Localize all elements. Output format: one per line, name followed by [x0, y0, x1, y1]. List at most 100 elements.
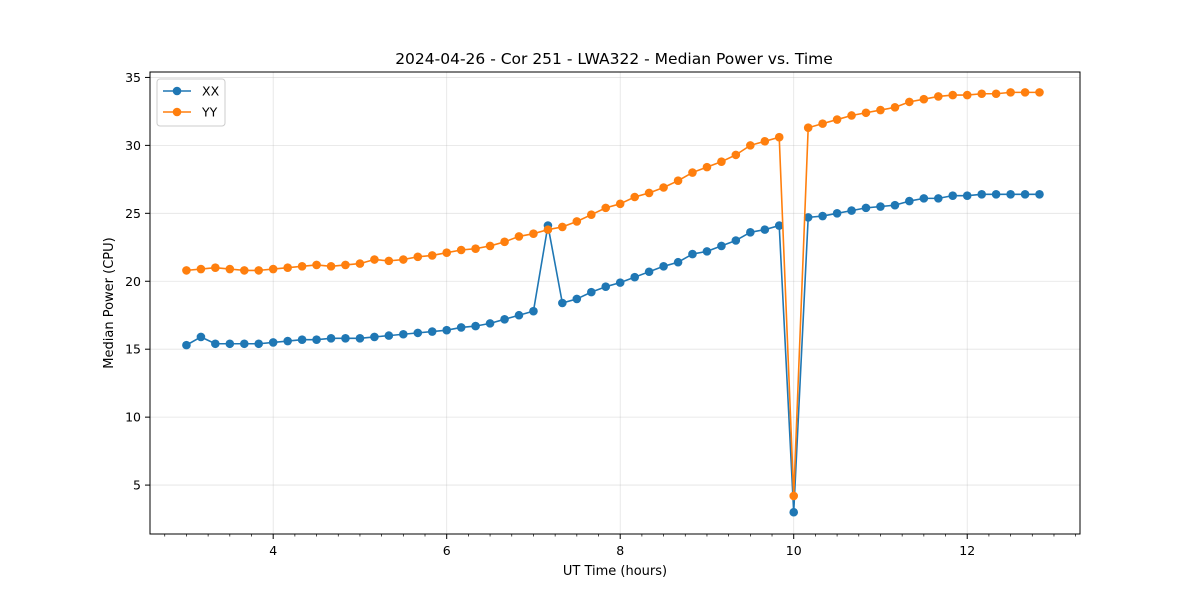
data-point-xx — [789, 507, 799, 517]
data-point-yy — [688, 168, 697, 177]
data-point-yy — [601, 203, 611, 213]
data-point-yy — [341, 260, 350, 270]
data-point-yy — [717, 157, 726, 166]
legend-marker-yy — [172, 107, 182, 117]
data-point-xx — [427, 327, 437, 336]
y-axis: 5 10 15 20 25 30 35 — [125, 70, 150, 493]
y-tick-label: 35 — [125, 70, 141, 85]
data-point-yy — [919, 94, 929, 104]
data-point-xx — [673, 257, 683, 267]
data-point-xx — [399, 329, 408, 339]
grid — [150, 72, 1080, 534]
data-point-xx — [312, 335, 321, 344]
data-point-yy — [529, 229, 538, 238]
data-point-yy — [254, 266, 264, 275]
data-point-yy — [948, 90, 958, 100]
y-axis-label: Median Power (CPU) — [102, 237, 117, 368]
data-point-yy — [746, 141, 755, 150]
x-tick-label: 12 — [959, 543, 975, 558]
data-point-yy — [847, 111, 856, 120]
data-point-xx — [485, 319, 495, 328]
data-point-xx — [702, 247, 712, 256]
y-tick-label: 30 — [125, 138, 141, 153]
data-point-yy — [543, 225, 553, 234]
data-point-yy — [760, 137, 770, 146]
data-point-yy — [355, 259, 365, 268]
data-point-yy — [196, 264, 206, 274]
data-point-yy — [789, 491, 799, 501]
data-point-yy — [934, 92, 943, 101]
data-point-xx — [615, 278, 625, 287]
data-point-yy — [514, 232, 524, 241]
data-point-yy — [1035, 88, 1044, 97]
data-point-xx — [601, 282, 611, 291]
data-point-yy — [962, 90, 972, 100]
data-point-xx — [268, 338, 278, 347]
data-point-xx — [876, 202, 885, 211]
data-point-xx — [774, 221, 784, 230]
data-point-yy — [905, 97, 914, 107]
data-point-xx — [832, 209, 842, 218]
data-point-yy — [572, 217, 582, 226]
data-point-xx — [254, 339, 264, 349]
y-tick-label: 15 — [125, 342, 141, 357]
data-point-xx — [558, 298, 567, 308]
chart-title: 2024-04-26 - Cor 251 - LWA322 - Median P… — [395, 50, 833, 68]
data-point-xx — [818, 211, 827, 221]
data-point-yy — [312, 260, 321, 270]
series-layer — [182, 88, 1044, 517]
data-point-xx — [514, 310, 524, 320]
data-point-yy — [876, 105, 885, 115]
data-point-yy — [500, 237, 509, 247]
series-xx — [182, 189, 1044, 517]
data-point-xx — [1006, 189, 1015, 199]
data-point-xx — [659, 262, 668, 271]
plot-area-frame — [149, 71, 1081, 535]
data-point-xx — [630, 272, 639, 282]
data-point-xx — [934, 194, 943, 203]
data-point-xx — [442, 325, 451, 335]
legend: XX YY — [156, 78, 226, 127]
data-point-xx — [413, 328, 423, 338]
data-point-yy — [818, 119, 827, 128]
data-point-yy — [456, 245, 466, 255]
data-point-xx — [456, 323, 466, 332]
data-point-xx — [731, 236, 741, 245]
data-point-yy — [659, 183, 668, 192]
data-point-xx — [803, 213, 813, 222]
data-point-xx — [471, 321, 480, 331]
data-point-xx — [962, 191, 972, 200]
data-point-yy — [1006, 88, 1015, 97]
data-point-xx — [341, 334, 350, 343]
data-point-xx — [182, 340, 191, 350]
y-tick-label: 20 — [125, 274, 141, 289]
data-point-yy — [587, 210, 596, 219]
y-tick-label: 10 — [125, 410, 141, 425]
series-yy — [182, 88, 1044, 501]
data-point-xx — [861, 203, 871, 213]
data-point-yy — [182, 266, 191, 275]
data-point-xx — [977, 189, 987, 199]
data-point-xx — [717, 241, 726, 251]
data-point-yy — [731, 150, 741, 160]
x-tick-label: 6 — [443, 543, 451, 558]
data-point-xx — [890, 200, 900, 210]
data-point-xx — [370, 332, 379, 342]
data-point-yy — [615, 199, 625, 209]
data-point-xx — [572, 294, 582, 304]
data-point-yy — [326, 262, 336, 271]
data-point-yy — [471, 244, 480, 253]
x-tick-label: 8 — [616, 543, 624, 558]
data-point-xx — [384, 331, 394, 340]
y-tick-label: 25 — [125, 206, 141, 221]
data-point-xx — [500, 315, 509, 324]
data-point-xx — [1035, 189, 1044, 199]
data-point-xx — [529, 306, 538, 316]
data-point-yy — [283, 263, 292, 272]
x-axis-label: UT Time (hours) — [563, 564, 667, 579]
data-point-yy — [644, 188, 654, 198]
data-point-yy — [442, 248, 451, 258]
data-point-xx — [326, 334, 336, 343]
data-point-xx — [919, 194, 929, 203]
